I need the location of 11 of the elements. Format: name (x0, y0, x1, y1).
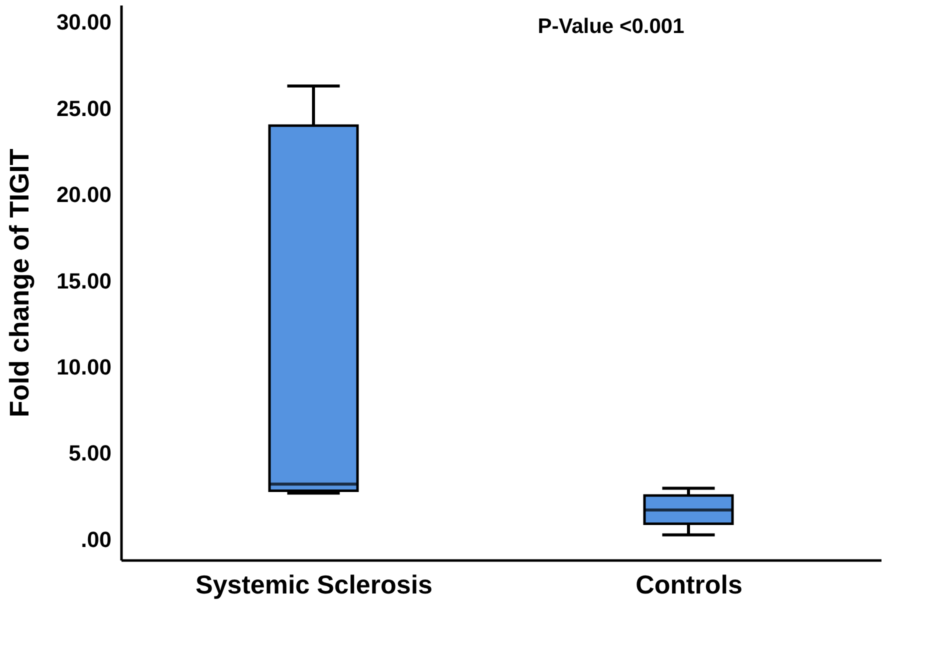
y-axis-title: Fold change of TIGIT (4, 148, 34, 418)
y-tick-label: 25.00 (56, 96, 112, 121)
x-tick-label: Systemic Sclerosis (195, 570, 433, 600)
y-tick-label: 10.00 (56, 354, 112, 380)
y-tick-label: 5.00 (68, 440, 112, 466)
y-tick-label: 20.00 (56, 182, 112, 208)
y-tick-label: 30.00 (56, 10, 112, 35)
y-tick-label: .00 (80, 526, 112, 552)
x-tick-label: Controls (636, 570, 742, 600)
annotation: P-Value <0.001 (538, 15, 685, 38)
y-tick-label: 15.00 (56, 268, 112, 294)
